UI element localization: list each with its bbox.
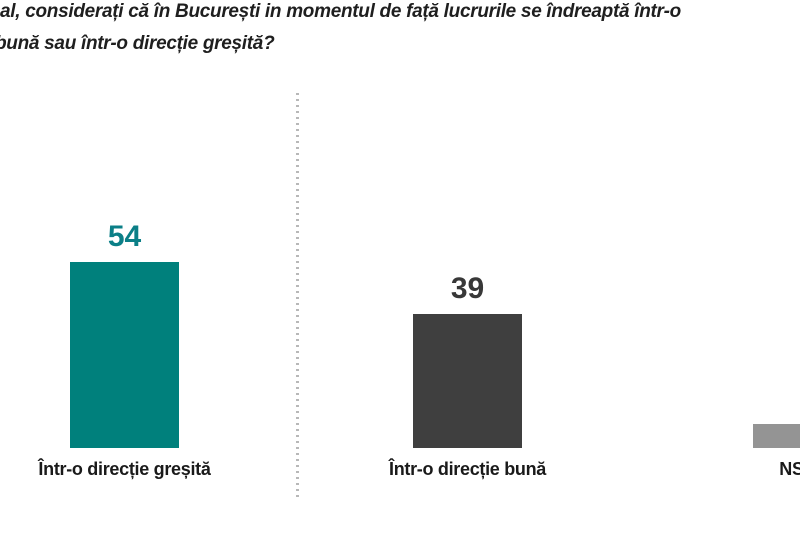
dashed-divider [296, 93, 299, 497]
bar-category-label: Într-o direcție bună [388, 459, 547, 479]
bar-group-ns: NS [753, 0, 800, 534]
bar-category-label: Într-o direcție greșită [38, 459, 211, 479]
bar-gresita [70, 262, 179, 448]
bar-buna [413, 314, 522, 448]
bar-group-gresita: 54 Într-o direcție greșită [38, 0, 210, 534]
bar-group-buna: 39 Într-o direcție bună [389, 0, 546, 534]
chart-title: al, considerați că în București in momen… [0, 0, 790, 60]
bar-ns [753, 424, 800, 448]
chart-title-line2: bună sau într-o direcție greșită? [0, 33, 275, 54]
bar-category-label: NS [779, 459, 800, 479]
chart-title-line1: al, considerați că în București in momen… [0, 1, 681, 22]
bar-value-label: 54 [107, 220, 142, 253]
bar-value-label: 39 [450, 272, 485, 305]
